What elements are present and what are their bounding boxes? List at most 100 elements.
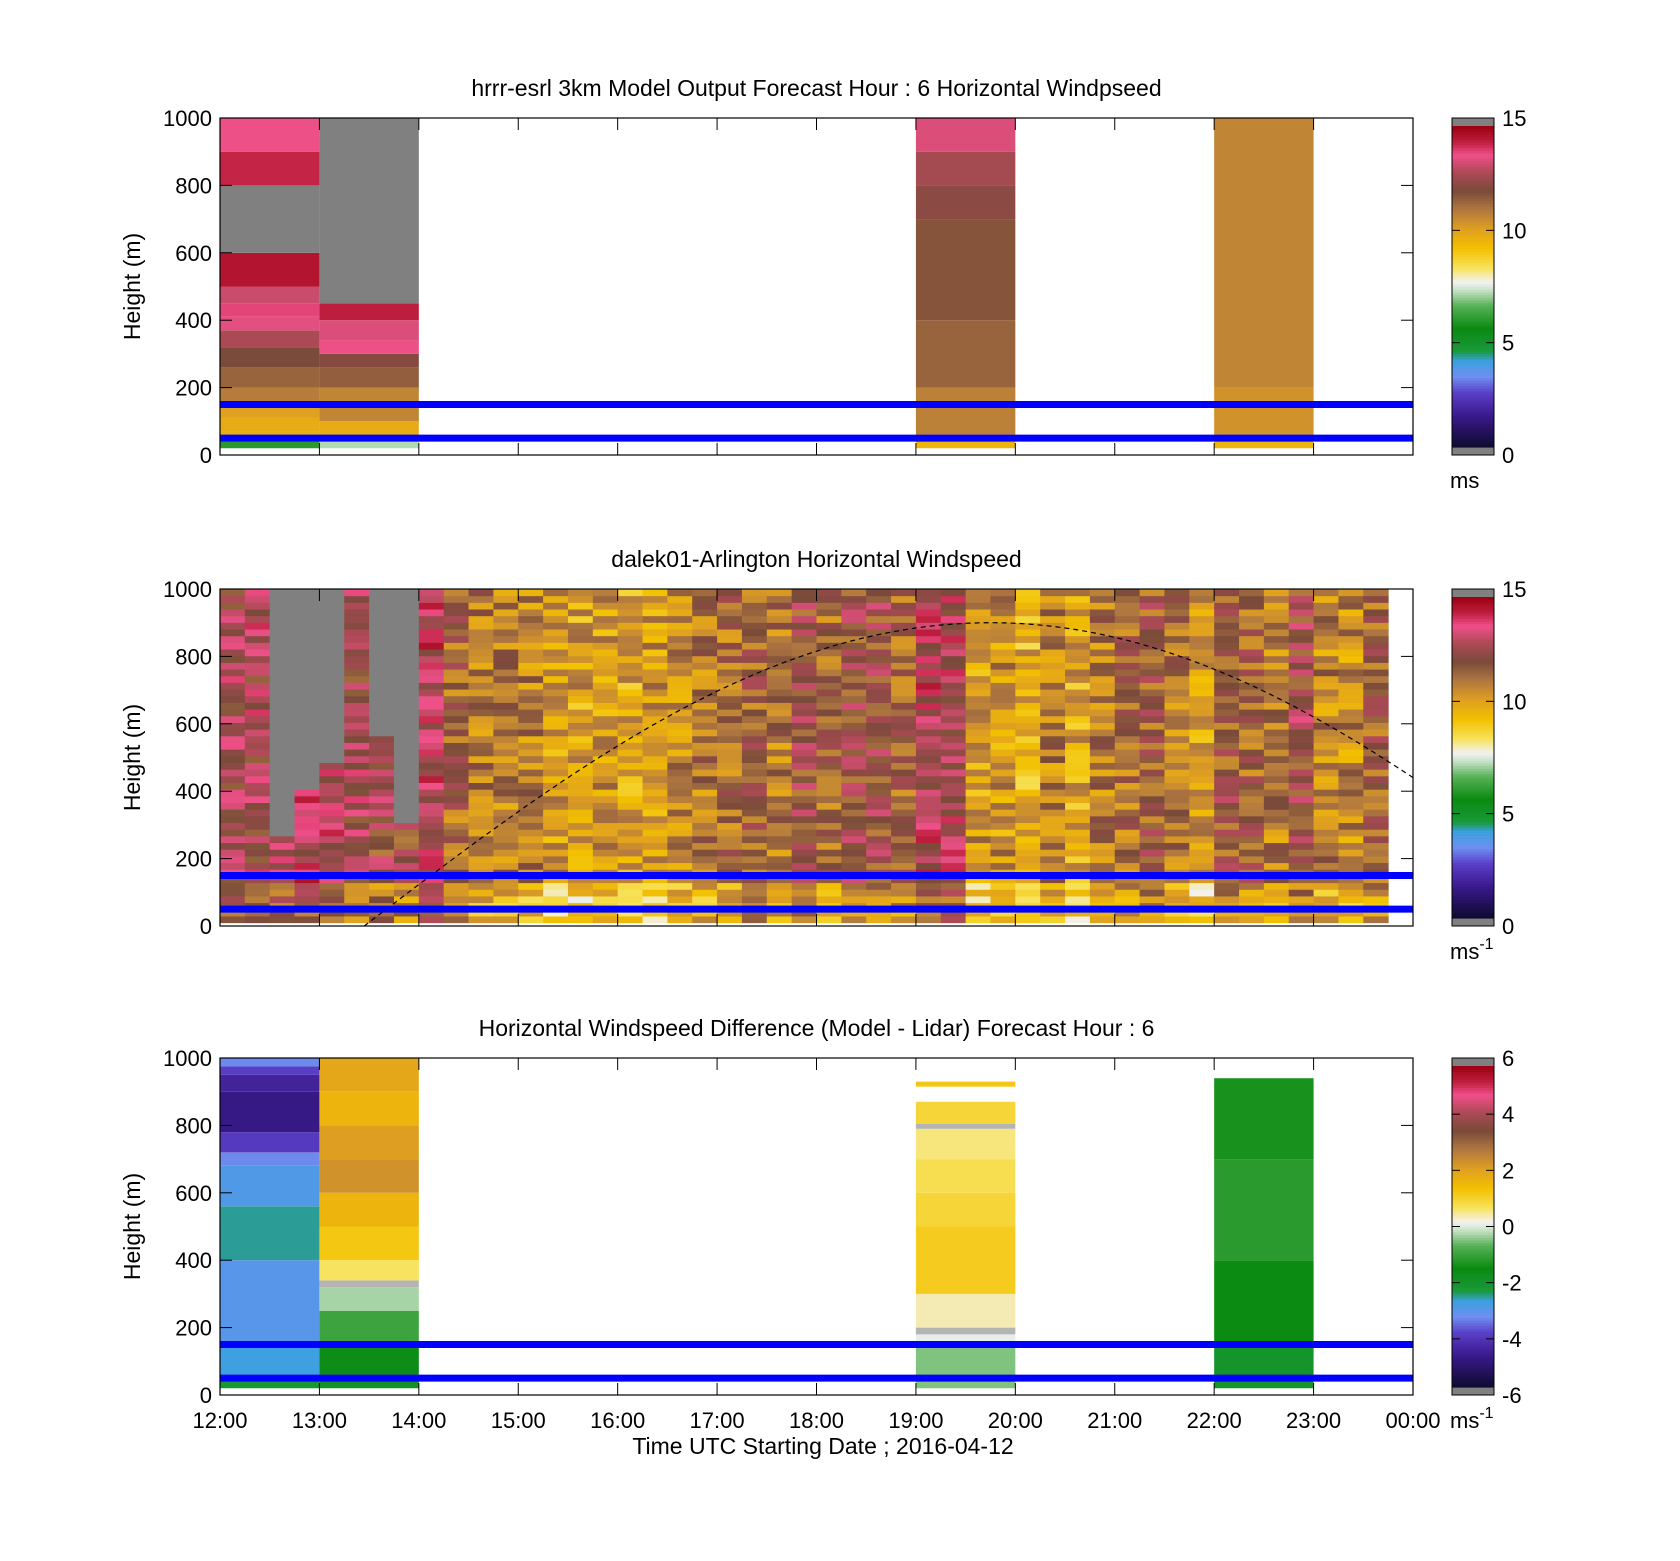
heatmap-cell	[567, 789, 594, 797]
heatmap-cell	[692, 595, 718, 603]
heatmap-cell	[1363, 782, 1389, 790]
heatmap-cell	[1164, 689, 1190, 697]
heatmap-cell	[816, 842, 842, 850]
heatmap-cell	[567, 855, 594, 864]
heatmap-cell	[443, 729, 470, 737]
heatmap-cell	[369, 875, 395, 884]
heatmap-cell	[393, 729, 420, 737]
heatmap-cell	[418, 609, 445, 617]
heatmap-cell	[269, 622, 296, 630]
heatmap-cell	[990, 702, 1016, 710]
heatmap-cell	[1015, 882, 1041, 890]
heatmap-cell	[741, 842, 768, 850]
heatmap-cell	[220, 682, 246, 690]
heatmap-cell	[1288, 742, 1315, 750]
heatmap-cell	[816, 649, 842, 657]
heatmap-cell	[667, 615, 693, 623]
heatmap-cell	[1139, 855, 1165, 864]
heatmap-cell	[1114, 782, 1141, 790]
heatmap-cell	[220, 330, 320, 348]
heatmap-cell	[418, 702, 445, 710]
heatmap-cell	[1164, 602, 1190, 610]
heatmap-cell	[418, 882, 445, 890]
heatmap-cell	[244, 595, 271, 603]
heatmap-cell	[1189, 642, 1215, 650]
heatmap-cell	[642, 702, 668, 710]
heatmap-cell	[518, 895, 544, 904]
heatmap-cell	[493, 775, 519, 784]
heatmap-cell	[891, 675, 917, 683]
heatmap-cell	[866, 829, 892, 837]
heatmap-cell	[667, 702, 693, 710]
heatmap-cell	[717, 829, 743, 837]
heatmap-cell	[443, 829, 470, 837]
heatmap-cell	[816, 669, 842, 677]
heatmap-cell	[1263, 822, 1290, 830]
heatmap-cell	[741, 675, 768, 683]
heatmap-cell	[1214, 815, 1240, 824]
heatmap-cell	[1363, 595, 1389, 603]
heatmap-cell	[891, 695, 917, 703]
heatmap-cell	[816, 855, 842, 864]
heatmap-cell	[220, 802, 246, 810]
heatmap-cell	[1189, 722, 1215, 730]
heatmap-cell	[717, 622, 743, 630]
heatmap-cell	[319, 689, 345, 697]
heatmap-cell	[294, 895, 320, 904]
heatmap-cell	[1288, 602, 1315, 610]
heatmap-cell	[816, 882, 842, 890]
heatmap-cell	[443, 602, 470, 610]
heatmap-cell	[841, 589, 867, 597]
heatmap-cell	[741, 729, 768, 737]
heatmap-cell	[1089, 762, 1116, 770]
heatmap-cell	[543, 895, 569, 904]
heatmap-cell	[567, 829, 594, 837]
heatmap-cell	[642, 775, 668, 784]
heatmap-cell	[1164, 589, 1190, 597]
heatmap-cell	[766, 609, 793, 617]
heatmap-cell	[915, 219, 1016, 321]
heatmap-cell	[990, 915, 1016, 924]
heatmap-cell	[369, 769, 395, 777]
heatmap-cell	[518, 829, 544, 837]
heatmap-cell	[567, 635, 594, 643]
heatmap-cell	[592, 842, 619, 850]
heatmap-cell	[915, 702, 942, 710]
heatmap-cell	[642, 749, 668, 757]
heatmap-cell	[1338, 742, 1364, 750]
heatmap-cell	[393, 602, 420, 610]
heatmap-cell	[1288, 642, 1315, 650]
heatmap-cell	[518, 875, 544, 884]
heatmap-cell	[1214, 675, 1240, 683]
heatmap-cell	[220, 695, 246, 703]
heatmap-cell	[269, 595, 296, 603]
heatmap-cell	[294, 629, 320, 637]
heatmap-cell	[1089, 875, 1116, 884]
heatmap-cell	[1089, 735, 1116, 743]
heatmap-cell	[1313, 742, 1339, 750]
heatmap-cell	[692, 589, 718, 597]
heatmap-cell	[891, 629, 917, 637]
heatmap-cell	[965, 622, 991, 630]
heatmap-cell	[692, 775, 718, 784]
heatmap-cell	[766, 822, 793, 830]
heatmap-cell	[990, 782, 1016, 790]
heatmap-cell	[220, 1206, 320, 1261]
heatmap-cell	[393, 755, 420, 763]
heatmap-cell	[1015, 595, 1041, 603]
heatmap-cell	[816, 635, 842, 643]
heatmap-cell	[1040, 735, 1066, 743]
colorbar-tick-label: 4	[1502, 1102, 1514, 1127]
heatmap-cell	[816, 642, 842, 650]
heatmap-cell	[1214, 915, 1240, 924]
heatmap-cell	[493, 822, 519, 830]
heatmap-cell	[1089, 915, 1116, 924]
heatmap-cell	[518, 622, 544, 630]
heatmap-cell	[1214, 642, 1240, 650]
heatmap-cell	[1139, 769, 1165, 777]
heatmap-cell	[294, 602, 320, 610]
heatmap-cell	[543, 809, 569, 817]
heatmap-cell	[741, 695, 768, 703]
heatmap-cell	[518, 702, 544, 710]
heatmap-cell	[418, 662, 445, 670]
